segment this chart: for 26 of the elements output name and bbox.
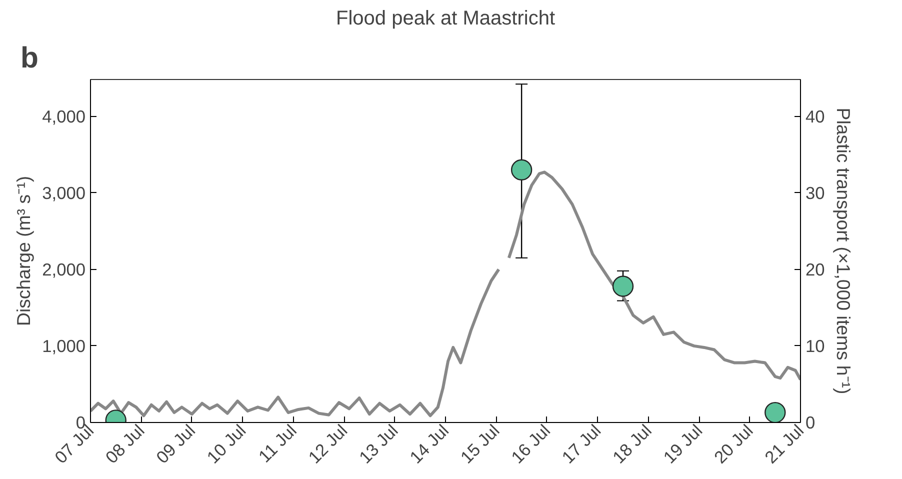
x-tick-label: 18 Jul bbox=[608, 420, 656, 468]
y-tick-label: 4,000 bbox=[42, 106, 86, 126]
x-tick-label: 12 Jul bbox=[304, 420, 352, 468]
chart-title: Flood peak at Maastricht bbox=[336, 8, 556, 30]
y2-tick-label: 40 bbox=[806, 106, 825, 126]
x-tick-label: 15 Jul bbox=[456, 420, 504, 468]
text: b bbox=[20, 42, 38, 74]
x-tick-label: 11 Jul bbox=[254, 420, 300, 466]
y-tick-label: 1,000 bbox=[42, 336, 86, 356]
x-tick-label: 16 Jul bbox=[507, 420, 554, 468]
x-tick-label: 17 Jul bbox=[558, 420, 605, 468]
y2-tick-label: 0 bbox=[806, 412, 816, 432]
y-tick-label: 3,000 bbox=[42, 182, 86, 203]
y2-tick-label: 10 bbox=[806, 336, 825, 356]
x-tick-label: 10 Jul bbox=[202, 420, 250, 468]
x-tick-label: 09 Jul bbox=[152, 420, 200, 468]
x-tick-label: 20 Jul bbox=[710, 420, 757, 468]
y2-tick-label: 30 bbox=[806, 182, 825, 203]
x-tick-label: 19 Jul bbox=[659, 420, 706, 468]
x-tick-label: 14 Jul bbox=[406, 420, 453, 468]
x-tick-label: 13 Jul bbox=[355, 420, 402, 468]
y-axis-title: Discharge (m³ s⁻¹) bbox=[13, 176, 34, 326]
x-tick-label: 08 Jul bbox=[101, 420, 148, 468]
y2-tick-label: 20 bbox=[806, 259, 825, 280]
y2-axis-title: Plastic transport (×1,000 items h⁻¹) bbox=[832, 108, 854, 394]
y-tick-label: 2,000 bbox=[42, 259, 86, 280]
